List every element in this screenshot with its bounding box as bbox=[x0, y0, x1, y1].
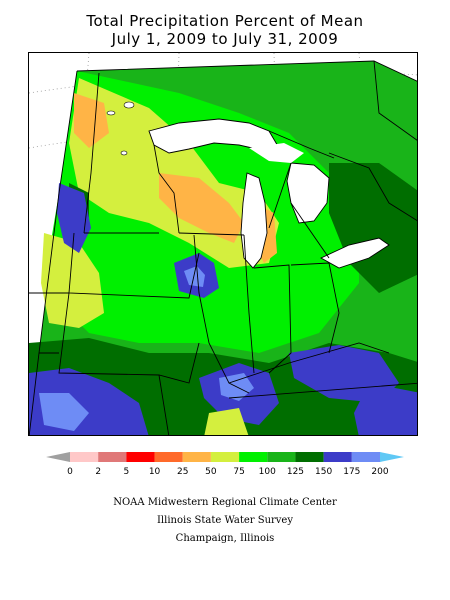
legend-tick-label: 175 bbox=[343, 467, 360, 477]
legend-swatch bbox=[351, 452, 380, 462]
legend-swatch bbox=[182, 452, 211, 462]
legend-tick-label: 2 bbox=[95, 467, 101, 477]
legend-tick-label: 50 bbox=[205, 467, 217, 477]
legend-swatch bbox=[126, 452, 155, 462]
legend-swatch bbox=[267, 452, 296, 462]
legend-swatch bbox=[154, 452, 183, 462]
credit-survey: Illinois State Water Survey bbox=[156, 515, 293, 526]
great-lakes bbox=[148, 118, 390, 269]
legend-swatch bbox=[70, 452, 99, 462]
credit-location: Champaign, Illinois bbox=[175, 533, 275, 544]
region-orange-nw bbox=[74, 93, 109, 148]
map-title: Total Precipitation Percent of Mean bbox=[86, 12, 364, 30]
legend-swatch bbox=[210, 452, 240, 462]
legend-swatch bbox=[295, 452, 324, 462]
no-data-area bbox=[249, 143, 304, 163]
legend-swatch bbox=[323, 452, 352, 462]
legend-tick-label: 200 bbox=[371, 467, 388, 477]
legend-tick-label: 10 bbox=[149, 467, 161, 477]
region-lightblue-ia bbox=[184, 266, 205, 287]
legend-under-arrow bbox=[46, 452, 70, 462]
lake-huron bbox=[286, 162, 330, 224]
legend-tick-label: 150 bbox=[315, 467, 332, 477]
region-yellowgreen-south bbox=[204, 408, 249, 435]
precipitation-map bbox=[28, 52, 418, 436]
legend-tick-label: 75 bbox=[233, 467, 244, 477]
legend-swatch bbox=[239, 452, 268, 462]
legend-tick-label: 125 bbox=[287, 467, 304, 477]
map-date-range: July 1, 2009 to July 31, 2009 bbox=[111, 30, 339, 48]
legend-swatch bbox=[98, 452, 127, 462]
color-legend: 0 2 5 10 25 50 75 100 125 150 175 200 bbox=[40, 448, 420, 478]
legend-tick-label: 5 bbox=[123, 467, 129, 477]
state-borders bbox=[29, 60, 417, 435]
small-lakes bbox=[106, 101, 135, 156]
lake-michigan bbox=[240, 172, 268, 269]
credit-organization: NOAA Midwestern Regional Climate Center bbox=[113, 497, 337, 508]
region-blue-mn bbox=[57, 183, 91, 253]
region-yellowgreen-west bbox=[41, 233, 104, 328]
region-lightblue-sw bbox=[39, 393, 89, 431]
legend-tick-label: 25 bbox=[177, 467, 188, 477]
legend-over-arrow bbox=[380, 452, 404, 462]
legend-tick-label: 0 bbox=[67, 467, 73, 477]
legend-tick-label: 100 bbox=[259, 467, 276, 477]
region-blue-east-corner bbox=[354, 383, 417, 435]
region-orange-wi bbox=[159, 173, 244, 243]
lake-erie bbox=[320, 237, 390, 269]
